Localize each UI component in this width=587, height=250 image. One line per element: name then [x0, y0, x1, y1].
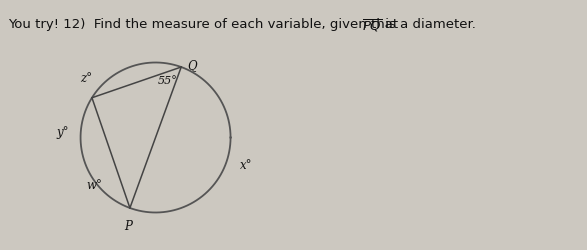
Text: You try! 12)  Find the measure of each variable, given that: You try! 12) Find the measure of each va… [8, 18, 402, 31]
Text: Q: Q [187, 60, 197, 72]
Text: z°: z° [80, 72, 92, 85]
Text: 55°: 55° [157, 76, 177, 86]
Text: is a diameter.: is a diameter. [381, 18, 476, 31]
Text: P: P [124, 220, 132, 233]
Text: y°: y° [56, 126, 69, 139]
Text: $\overline{PQ}$: $\overline{PQ}$ [362, 18, 382, 34]
Text: w°: w° [86, 180, 102, 192]
Text: x°: x° [240, 159, 253, 172]
